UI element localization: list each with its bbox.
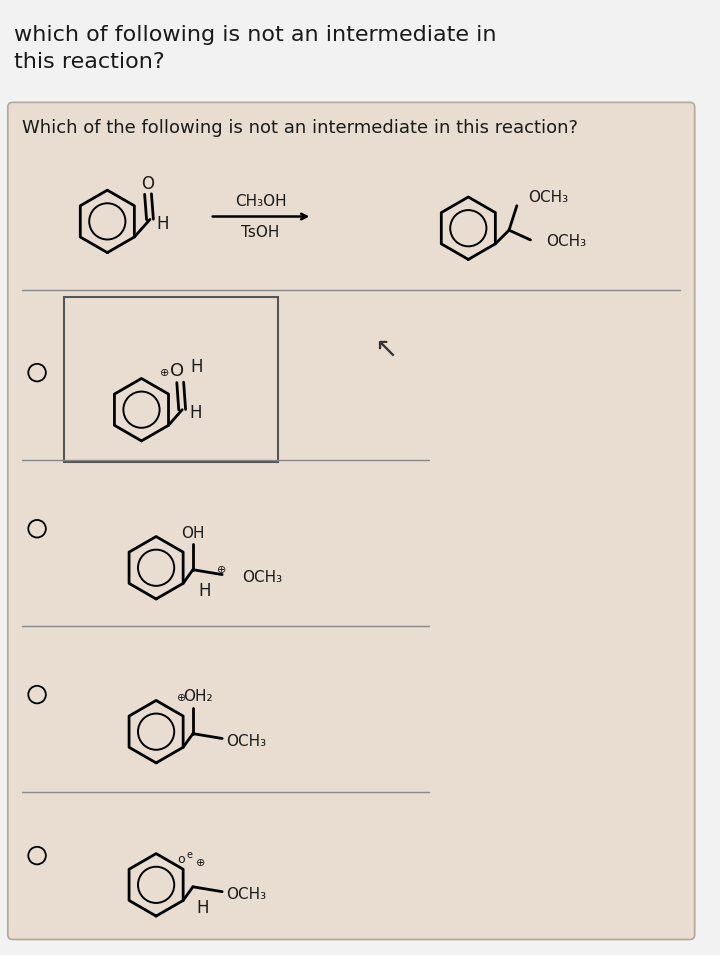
Text: H: H bbox=[197, 900, 209, 917]
Text: OCH₃: OCH₃ bbox=[227, 734, 266, 749]
FancyBboxPatch shape bbox=[8, 102, 695, 940]
Text: OH: OH bbox=[181, 526, 204, 541]
Text: OCH₃: OCH₃ bbox=[528, 190, 569, 205]
Text: H: H bbox=[156, 215, 169, 233]
Text: CH₃OH: CH₃OH bbox=[235, 195, 287, 209]
Text: OH₂: OH₂ bbox=[183, 690, 212, 704]
Text: ↖: ↖ bbox=[374, 334, 397, 362]
Text: H: H bbox=[189, 404, 202, 421]
Text: o: o bbox=[177, 853, 185, 866]
Text: OCH₃: OCH₃ bbox=[227, 887, 266, 902]
Text: which of following is not an intermediate in
this reaction?: which of following is not an intermediat… bbox=[14, 25, 496, 73]
Text: OCH₃: OCH₃ bbox=[242, 570, 282, 585]
FancyBboxPatch shape bbox=[0, 11, 703, 944]
Text: Which of the following is not an intermediate in this reaction?: Which of the following is not an interme… bbox=[22, 119, 578, 137]
Text: H: H bbox=[199, 583, 211, 600]
Text: ⊕: ⊕ bbox=[196, 859, 205, 868]
Text: O: O bbox=[142, 176, 155, 193]
Text: e: e bbox=[186, 850, 192, 860]
Text: OCH₃: OCH₃ bbox=[546, 234, 586, 249]
Text: ⊕: ⊕ bbox=[217, 564, 227, 575]
Text: ⊕: ⊕ bbox=[176, 693, 186, 704]
Text: O: O bbox=[170, 362, 184, 380]
Text: H: H bbox=[191, 358, 203, 375]
Text: TsOH: TsOH bbox=[241, 224, 279, 240]
Text: ⊕: ⊕ bbox=[160, 368, 169, 377]
